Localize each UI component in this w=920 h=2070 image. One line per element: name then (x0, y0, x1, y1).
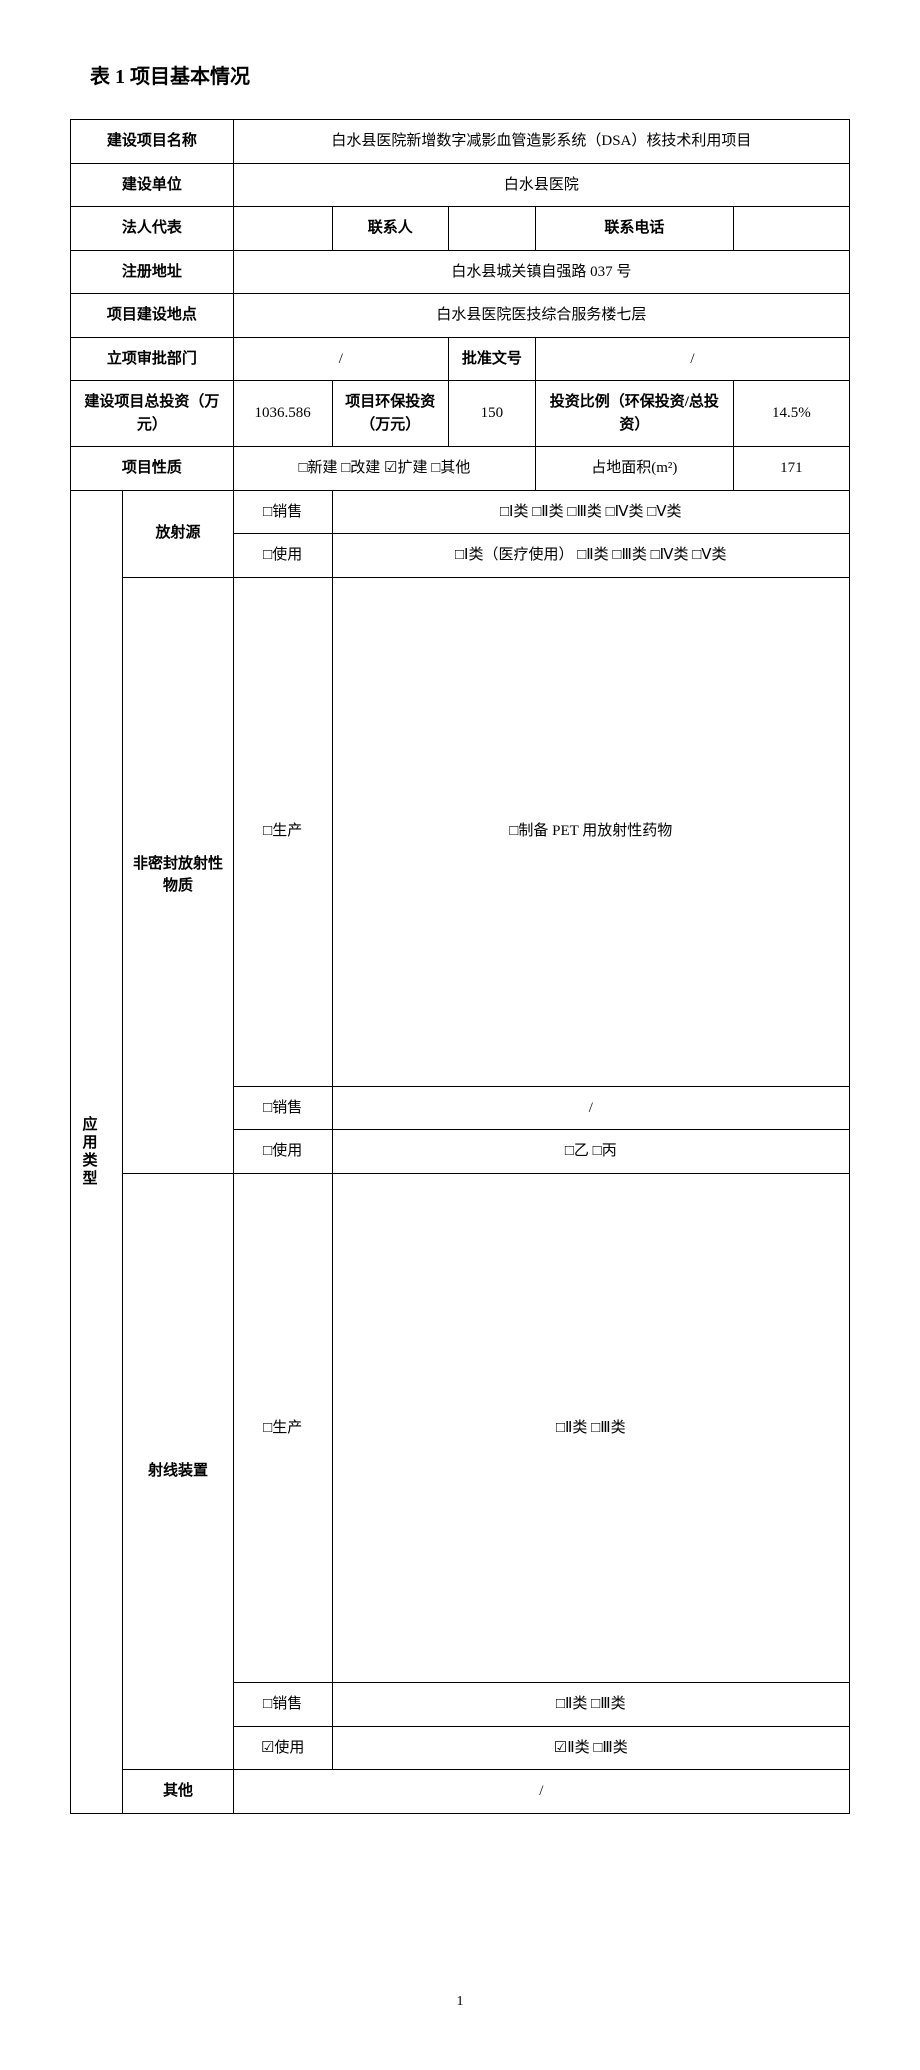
ray-sell: □销售 (233, 1683, 332, 1727)
approval-dept-label: 立项审批部门 (71, 337, 234, 381)
project-name-label: 建设项目名称 (71, 120, 234, 164)
build-loc-label: 项目建设地点 (71, 294, 234, 338)
approval-dept-value: / (233, 337, 448, 381)
build-unit-label: 建设单位 (71, 163, 234, 207)
approval-doc-label: 批准文号 (448, 337, 535, 381)
ray-use: ☑使用 (233, 1726, 332, 1770)
ray-device-label: 射线装置 (123, 1173, 233, 1769)
table-row: 项目性质 □新建 □改建 ☑扩建 □其他 占地面积(m²) 171 (71, 447, 850, 491)
unsealed-label: 非密封放射性物质 (123, 577, 233, 1173)
other-value: / (233, 1770, 849, 1814)
ray-produce-cat: □Ⅱ类 □Ⅲ类 (332, 1173, 849, 1682)
legal-rep-label: 法人代表 (71, 207, 234, 251)
approval-doc-value: / (536, 337, 850, 381)
total-invest-value: 1036.586 (233, 381, 332, 447)
ray-use-cat: ☑Ⅱ类 □Ⅲ类 (332, 1726, 849, 1770)
area-label: 占地面积(m²) (536, 447, 734, 491)
invest-ratio-value: 14.5% (733, 381, 849, 447)
unsealed-use-cat: □乙 □丙 (332, 1130, 849, 1174)
rad-source-sell-cat: □Ⅰ类 □Ⅱ类 □Ⅲ类 □Ⅳ类 □Ⅴ类 (332, 490, 849, 534)
table-row: 建设项目名称 白水县医院新增数字减影血管造影系统（DSA）核技术利用项目 (71, 120, 850, 164)
phone-value (733, 207, 849, 251)
table-row: 射线装置 □生产 □Ⅱ类 □Ⅲ类 (71, 1173, 850, 1682)
rad-source-use-cat: □Ⅰ类（医疗使用） □Ⅱ类 □Ⅲ类 □Ⅳ类 □Ⅴ类 (332, 534, 849, 578)
project-info-table: 建设项目名称 白水县医院新增数字减影血管造影系统（DSA）核技术利用项目 建设单… (70, 119, 850, 1814)
other-label: 其他 (123, 1770, 233, 1814)
app-type-label: 应用类型 (71, 490, 123, 1813)
project-nature-label: 项目性质 (71, 447, 234, 491)
table-row: 建设单位 白水县医院 (71, 163, 850, 207)
project-nature-value: □新建 □改建 ☑扩建 □其他 (233, 447, 535, 491)
invest-ratio-label: 投资比例（环保投资/总投资） (536, 381, 734, 447)
table-row: 注册地址 白水县城关镇自强路 037 号 (71, 250, 850, 294)
table-row: 其他 / (71, 1770, 850, 1814)
table-row: 非密封放射性物质 □生产 □制备 PET 用放射性药物 (71, 577, 850, 1086)
area-value: 171 (733, 447, 849, 491)
project-name-value: 白水县医院新增数字减影血管造影系统（DSA）核技术利用项目 (233, 120, 849, 164)
unsealed-sell-cat: / (332, 1086, 849, 1130)
table-row: 建设项目总投资（万元） 1036.586 项目环保投资（万元） 150 投资比例… (71, 381, 850, 447)
unsealed-use: □使用 (233, 1130, 332, 1174)
ray-sell-cat: □Ⅱ类 □Ⅲ类 (332, 1683, 849, 1727)
legal-rep-value (233, 207, 332, 251)
rad-source-label: 放射源 (123, 490, 233, 577)
phone-label: 联系电话 (536, 207, 734, 251)
total-invest-label: 建设项目总投资（万元） (71, 381, 234, 447)
env-invest-value: 150 (448, 381, 535, 447)
table-row: 立项审批部门 / 批准文号 / (71, 337, 850, 381)
table-title: 表 1 项目基本情况 (90, 60, 850, 89)
reg-addr-label: 注册地址 (71, 250, 234, 294)
table-row: 项目建设地点 白水县医院医技综合服务楼七层 (71, 294, 850, 338)
rad-source-use: □使用 (233, 534, 332, 578)
table-row: 法人代表 联系人 联系电话 (71, 207, 850, 251)
ray-produce: □生产 (233, 1173, 332, 1682)
rad-source-sell: □销售 (233, 490, 332, 534)
env-invest-label: 项目环保投资（万元） (332, 381, 448, 447)
unsealed-sell: □销售 (233, 1086, 332, 1130)
table-row: 应用类型 放射源 □销售 □Ⅰ类 □Ⅱ类 □Ⅲ类 □Ⅳ类 □Ⅴ类 (71, 490, 850, 534)
unsealed-produce: □生产 (233, 577, 332, 1086)
build-unit-value: 白水县医院 (233, 163, 849, 207)
build-loc-value: 白水县医院医技综合服务楼七层 (233, 294, 849, 338)
unsealed-produce-cat: □制备 PET 用放射性药物 (332, 577, 849, 1086)
contact-value (448, 207, 535, 251)
page-number: 1 (70, 1994, 850, 2010)
reg-addr-value: 白水县城关镇自强路 037 号 (233, 250, 849, 294)
contact-label: 联系人 (332, 207, 448, 251)
